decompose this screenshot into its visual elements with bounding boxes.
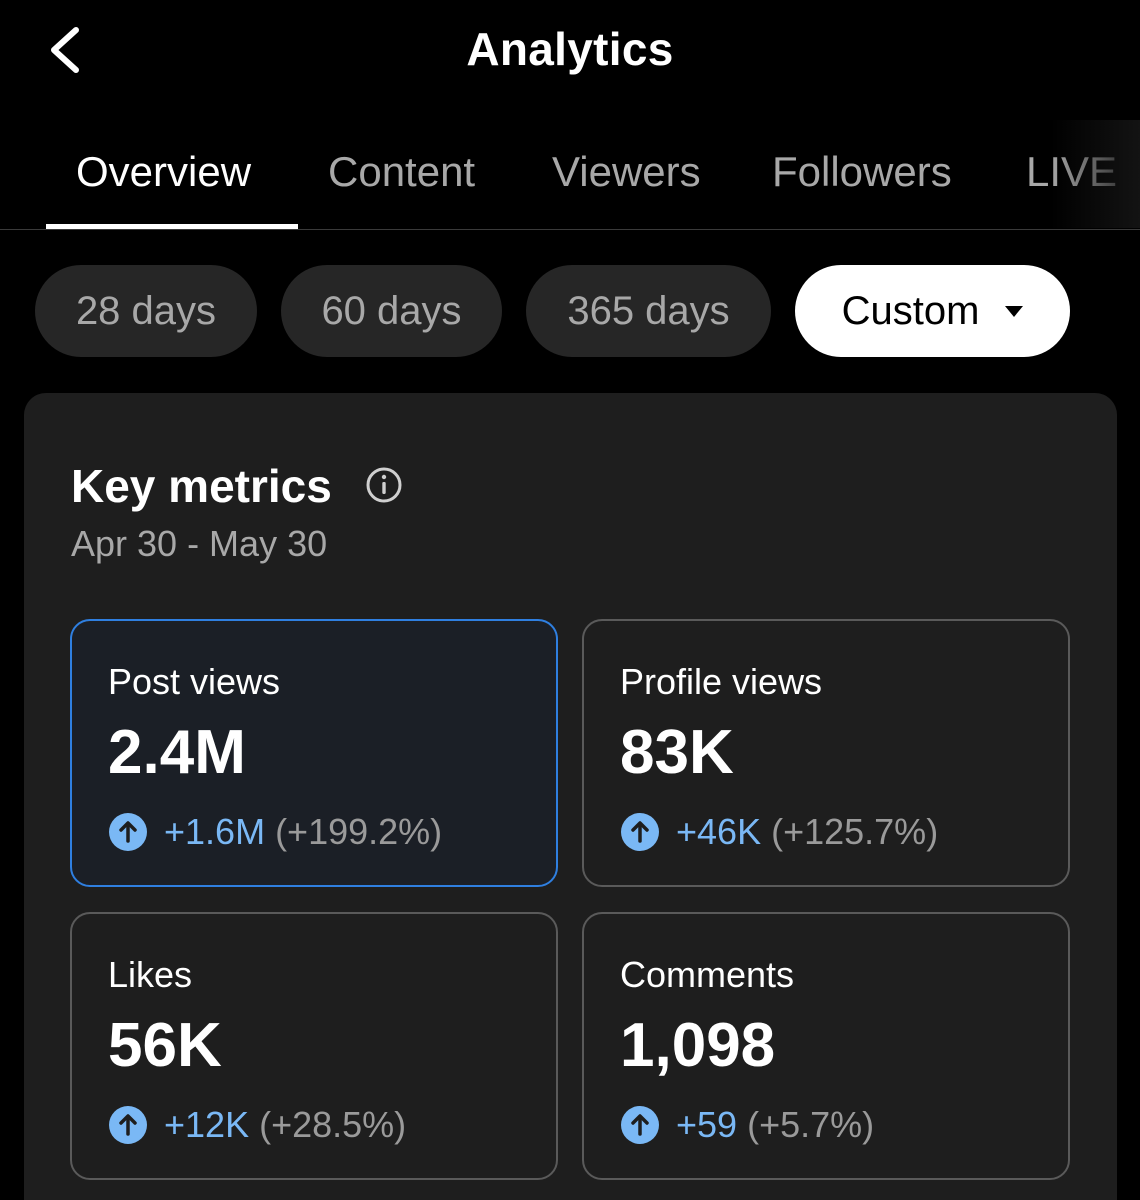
chevron-left-icon bbox=[51, 27, 79, 73]
metric-card-comments[interactable]: Comments 1,098 +59 (+5.7%) bbox=[582, 912, 1070, 1180]
metric-label: Likes bbox=[108, 954, 193, 995]
metric-label: Comments bbox=[620, 954, 795, 995]
metric-percent: (+125.7%) bbox=[771, 811, 939, 852]
page-title: Analytics bbox=[466, 23, 674, 75]
tab-followers[interactable]: Followers bbox=[772, 148, 952, 195]
period-chip-60-days[interactable]: 60 days bbox=[281, 265, 502, 357]
metric-change: +1.6M bbox=[164, 811, 266, 852]
tab-viewers[interactable]: Viewers bbox=[552, 148, 701, 195]
metric-delta: +1.6M (+199.2%) bbox=[108, 811, 442, 853]
key-metrics-title: Key metrics bbox=[71, 460, 332, 512]
metric-delta: +12K (+28.5%) bbox=[108, 1104, 406, 1146]
metric-change: +12K bbox=[164, 1104, 250, 1145]
metric-percent: (+199.2%) bbox=[275, 811, 443, 852]
metric-delta: +46K (+125.7%) bbox=[620, 811, 938, 853]
arrow-up-circle-icon bbox=[109, 1106, 147, 1144]
caret-down-icon bbox=[1005, 305, 1024, 317]
metric-percent: (+5.7%) bbox=[747, 1104, 875, 1145]
metric-delta: +59 (+5.7%) bbox=[620, 1104, 874, 1146]
metric-card-likes[interactable]: Likes 56K +12K (+28.5%) bbox=[70, 912, 558, 1180]
period-chip-custom[interactable]: Custom bbox=[795, 265, 1070, 357]
period-chip-label: Custom bbox=[841, 288, 980, 333]
tab-fade-overlay bbox=[1050, 120, 1140, 228]
metric-change: +59 bbox=[676, 1104, 738, 1145]
period-chip-label: 28 days bbox=[75, 288, 217, 333]
period-chip-365-days[interactable]: 365 days bbox=[526, 265, 771, 357]
date-range: Apr 30 - May 30 bbox=[71, 523, 328, 564]
key-metrics-card: Key metrics Apr 30 - May 30 Post views 2… bbox=[24, 393, 1117, 1200]
period-chip-label: 60 days bbox=[321, 288, 462, 333]
tab-content[interactable]: Content bbox=[328, 148, 476, 195]
info-icon[interactable] bbox=[364, 465, 404, 505]
arrow-up-circle-icon bbox=[621, 1106, 659, 1144]
arrow-up-circle-icon bbox=[109, 813, 147, 851]
active-tab-indicator bbox=[46, 224, 298, 229]
arrow-up-circle-icon bbox=[621, 813, 659, 851]
metric-card-post-views[interactable]: Post views 2.4M +1.6M (+199.2%) bbox=[70, 619, 558, 887]
metric-percent: (+28.5%) bbox=[259, 1104, 407, 1145]
metric-value: 2.4M bbox=[108, 718, 246, 787]
metric-label: Profile views bbox=[620, 661, 823, 702]
metric-card-profile-views[interactable]: Profile views 83K +46K (+125.7%) bbox=[582, 619, 1070, 887]
period-chip-label: 365 days bbox=[567, 288, 730, 333]
period-chip-28-days[interactable]: 28 days bbox=[35, 265, 257, 357]
tab-overview[interactable]: Overview bbox=[76, 148, 252, 195]
tab-bar: Overview Content Viewers Followers LIVE bbox=[0, 120, 1140, 230]
back-button[interactable] bbox=[40, 20, 100, 80]
metric-change: +46K bbox=[676, 811, 762, 852]
metric-value: 83K bbox=[620, 718, 734, 787]
header: Analytics bbox=[0, 0, 1140, 110]
metric-value: 1,098 bbox=[620, 1011, 776, 1080]
metric-label: Post views bbox=[108, 661, 281, 702]
metric-value: 56K bbox=[108, 1011, 222, 1080]
